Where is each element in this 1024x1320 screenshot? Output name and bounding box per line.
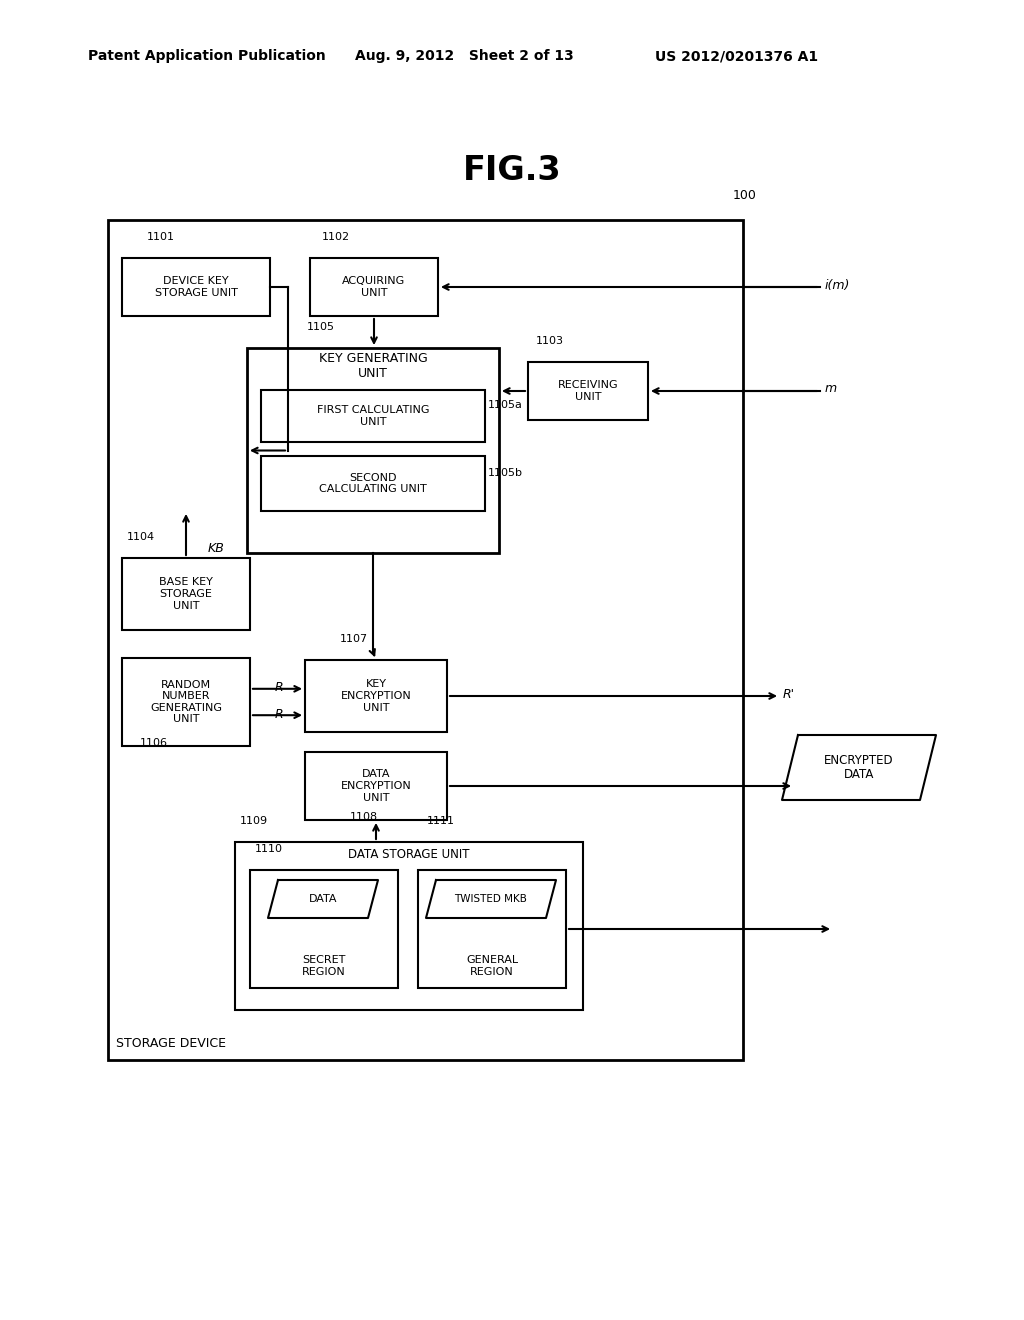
Text: R': R' <box>783 688 795 701</box>
Text: RECEIVING
UNIT: RECEIVING UNIT <box>558 380 618 401</box>
Text: KEY GENERATING
UNIT: KEY GENERATING UNIT <box>318 352 427 380</box>
Bar <box>234 842 583 1010</box>
Text: 100: 100 <box>733 189 757 202</box>
Bar <box>261 455 485 511</box>
Text: SECRET
REGION: SECRET REGION <box>302 956 346 977</box>
Polygon shape <box>426 880 556 917</box>
Text: 1110: 1110 <box>255 843 283 854</box>
Text: 1104: 1104 <box>127 532 155 543</box>
Text: 1108: 1108 <box>350 812 378 822</box>
Text: 1111: 1111 <box>427 816 455 826</box>
Text: FIG.3: FIG.3 <box>463 153 561 186</box>
Text: 1101: 1101 <box>147 232 175 242</box>
Text: KEY
ENCRYPTION
UNIT: KEY ENCRYPTION UNIT <box>341 680 412 713</box>
Text: SECOND
CALCULATING UNIT: SECOND CALCULATING UNIT <box>319 473 427 494</box>
Bar <box>122 558 250 630</box>
Text: DATA STORAGE UNIT: DATA STORAGE UNIT <box>348 849 470 862</box>
Text: TWISTED MKB: TWISTED MKB <box>455 894 527 904</box>
Text: ENCRYPTED
DATA: ENCRYPTED DATA <box>824 754 894 781</box>
Text: ACQUIRING
UNIT: ACQUIRING UNIT <box>342 276 406 298</box>
Bar <box>305 752 447 820</box>
Text: 1105a: 1105a <box>488 400 523 411</box>
Bar <box>122 257 270 315</box>
Bar <box>247 348 499 553</box>
Text: 1106: 1106 <box>140 738 168 748</box>
Bar <box>310 257 438 315</box>
Text: 1107: 1107 <box>340 634 368 644</box>
Text: STORAGE DEVICE: STORAGE DEVICE <box>116 1038 226 1049</box>
Text: Patent Application Publication: Patent Application Publication <box>88 49 326 63</box>
Text: FIRST CALCULATING
UNIT: FIRST CALCULATING UNIT <box>316 405 429 426</box>
Bar <box>528 362 648 420</box>
Text: 1105: 1105 <box>307 322 335 333</box>
Text: GENERAL
REGION: GENERAL REGION <box>466 956 518 977</box>
Bar <box>122 657 250 746</box>
Text: 1102: 1102 <box>322 232 350 242</box>
Text: RANDOM
NUMBER
GENERATING
UNIT: RANDOM NUMBER GENERATING UNIT <box>150 680 222 725</box>
Text: 1103: 1103 <box>536 337 564 346</box>
Text: KB: KB <box>208 541 225 554</box>
Text: DATA: DATA <box>309 894 337 904</box>
Text: BASE KEY
STORAGE
UNIT: BASE KEY STORAGE UNIT <box>159 577 213 611</box>
Bar <box>261 389 485 442</box>
Text: Aug. 9, 2012   Sheet 2 of 13: Aug. 9, 2012 Sheet 2 of 13 <box>355 49 573 63</box>
Text: i(m): i(m) <box>825 279 850 292</box>
Bar <box>108 220 743 1060</box>
Bar <box>250 870 398 987</box>
Polygon shape <box>782 735 936 800</box>
Text: DATA
ENCRYPTION
UNIT: DATA ENCRYPTION UNIT <box>341 770 412 803</box>
Text: R: R <box>274 708 283 721</box>
Text: 1105b: 1105b <box>488 467 523 478</box>
Text: 1109: 1109 <box>240 816 268 826</box>
Text: US 2012/0201376 A1: US 2012/0201376 A1 <box>655 49 818 63</box>
Text: R: R <box>274 681 283 694</box>
Text: DEVICE KEY
STORAGE UNIT: DEVICE KEY STORAGE UNIT <box>155 276 238 298</box>
Bar <box>418 870 566 987</box>
Polygon shape <box>268 880 378 917</box>
Text: m: m <box>825 383 838 396</box>
Bar <box>305 660 447 733</box>
